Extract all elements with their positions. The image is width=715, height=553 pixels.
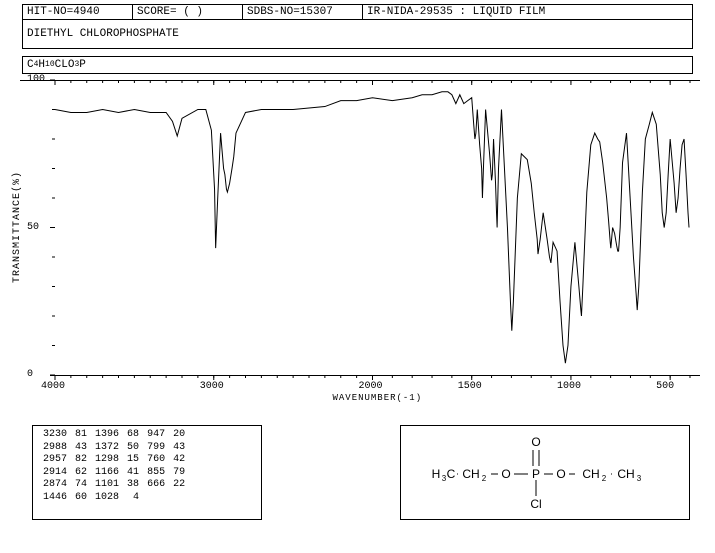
x-tick-label: 3000	[200, 381, 224, 392]
svg-text:3: 3	[637, 474, 642, 483]
svg-text:CH: CH	[617, 467, 634, 481]
x-axis-label: WAVENUMBER(-1)	[333, 393, 423, 403]
x-tick-label: 1000	[557, 381, 581, 392]
hit-no: HIT-NO=4940	[23, 5, 133, 19]
y-tick-label: 100	[27, 74, 45, 85]
peak-table: 3230811396689472029884313725079943295782…	[32, 425, 262, 520]
svg-text:C: C	[447, 467, 456, 481]
x-tick-label: 500	[656, 381, 674, 392]
compound-name: DIETHYL CHLOROPHOSPHATE	[22, 19, 693, 49]
sdbs-no: SDBS-NO=15307	[243, 5, 363, 19]
svg-text:O: O	[531, 435, 540, 449]
structure-diagram: H3CCH2OPOClOCH2CH3	[400, 425, 690, 520]
ir-info: IR-NIDA-29535 : LIQUID FILM	[363, 5, 692, 19]
svg-text:2: 2	[602, 474, 607, 483]
molecular-formula: C4H10CLO3P	[22, 56, 693, 74]
x-tick-label: 4000	[41, 381, 65, 392]
score: SCORE= ( )	[133, 5, 243, 19]
svg-text:O: O	[501, 467, 510, 481]
svg-text:CH: CH	[462, 467, 479, 481]
x-tick-label: 1500	[458, 381, 482, 392]
ir-spectrum-chart	[55, 80, 690, 375]
svg-text:P: P	[532, 467, 540, 481]
svg-text:2: 2	[482, 474, 487, 483]
svg-text:O: O	[556, 467, 565, 481]
svg-text:Cl: Cl	[530, 497, 541, 511]
y-tick-label: 0	[27, 369, 33, 380]
svg-text:CH: CH	[582, 467, 599, 481]
svg-text:H: H	[432, 467, 441, 481]
y-axis-label: TRANSMITTANCE(%)	[12, 170, 23, 282]
y-tick-label: 50	[27, 222, 39, 233]
x-tick-label: 2000	[359, 381, 383, 392]
